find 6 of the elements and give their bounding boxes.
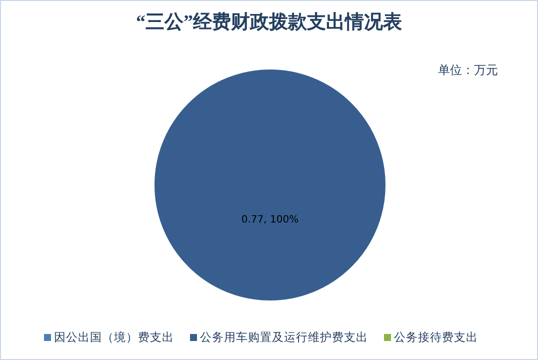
legend-label: 公务用车购置及运行维护费支出 — [200, 330, 368, 344]
chart-title: “三公”经费财政拨款支出情况表 — [136, 11, 403, 33]
data-label: 0.77, 100% — [241, 214, 299, 226]
legend-label: 因公出国（境）费支出 — [54, 330, 174, 344]
text: 单位：万元 — [438, 63, 498, 77]
legend-label: 公务接待费支出 — [394, 330, 478, 344]
